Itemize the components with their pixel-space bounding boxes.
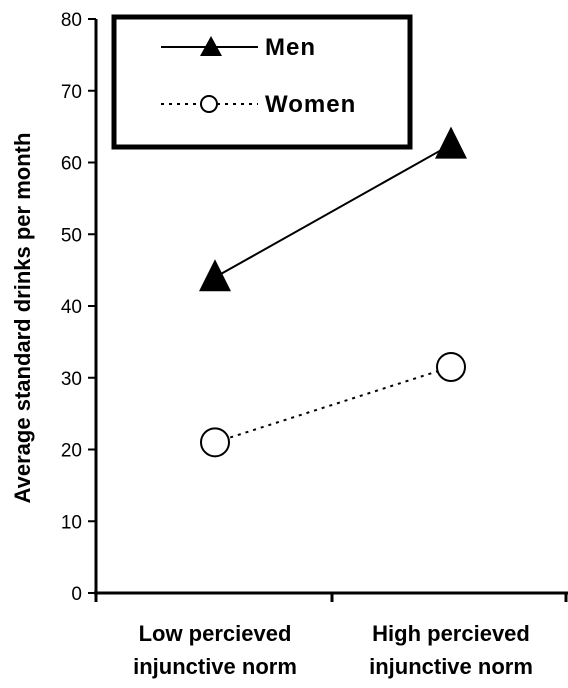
y-axis-title: Average standard drinks per month [10,133,35,504]
y-tick-label-30: 30 [61,369,82,390]
series-line-women [214,366,452,444]
y-tick-label-40: 40 [61,297,82,318]
legend-women-label: Women [265,91,356,118]
y-tick-label-80: 80 [61,10,82,31]
category-label-low: Low percieved [139,621,292,646]
data-point-women-0 [200,427,230,458]
y-tick-label-70: 70 [61,82,82,103]
category-label-low-line2: injunctive norm [133,654,297,679]
legend-women-marker [200,95,218,113]
y-tick-label-20: 20 [61,441,82,462]
y-tick-label-50: 50 [61,225,82,246]
y-tick-label-0: 0 [71,584,82,605]
data-point-men-1 [435,126,467,159]
category-label-high: High percieved [372,621,530,646]
legend-box [111,14,413,150]
y-tick-label-60: 60 [61,154,82,175]
legend-men-marker [200,36,222,56]
legend: Men Women [111,14,413,150]
x-ticks [94,593,568,602]
data-point-women-1 [436,351,466,382]
y-tick-label-10: 10 [61,512,82,533]
data-point-men-0 [199,259,231,292]
category-label-high-line2: injunctive norm [369,654,533,679]
legend-men-label: Men [265,34,316,61]
series-line-men [214,143,452,279]
series-layer [199,126,467,458]
y-ticks: 0 10 20 30 40 50 60 70 80 [61,10,96,605]
